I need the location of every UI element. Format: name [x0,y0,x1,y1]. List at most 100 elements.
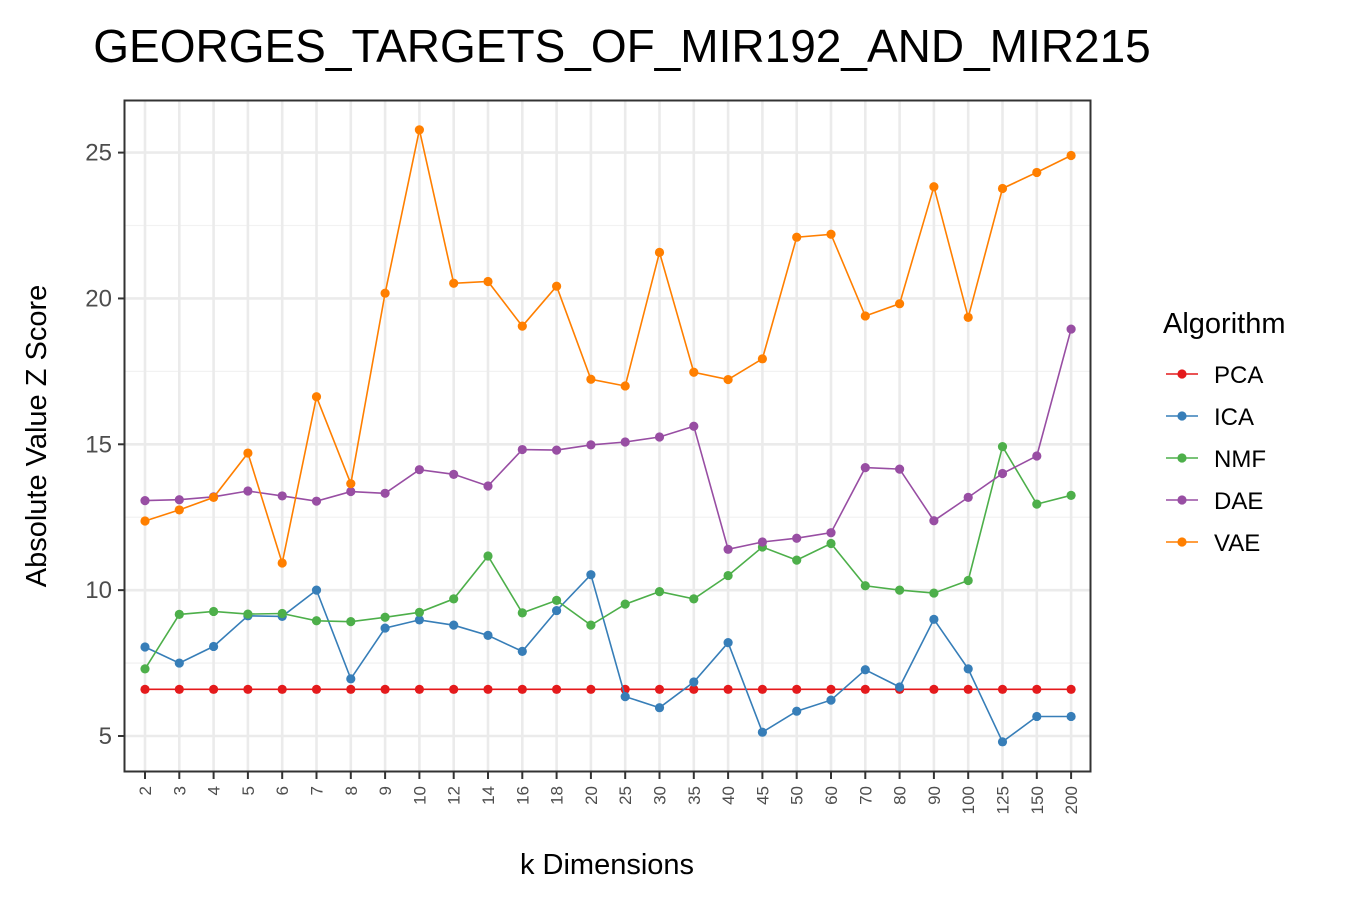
data-point [311,496,322,506]
x-tick-label: 50 [788,786,807,805]
legend-label: VAE [1214,530,1260,557]
data-point [757,684,768,694]
legend-key-point [1177,453,1187,463]
data-point [826,538,836,549]
data-point [723,684,733,694]
data-point [517,646,527,657]
data-point [552,595,562,605]
x-tick-label: 8 [342,786,361,795]
data-point [140,684,150,694]
data-point [449,278,459,288]
x-tick-label: 60 [822,786,841,805]
data-point [346,684,356,694]
y-tick-label: 25 [85,140,112,167]
data-point [449,620,459,630]
data-point [689,594,699,604]
data-point [723,570,733,581]
data-point [757,354,768,364]
series-vae [140,125,1076,568]
data-point [380,623,390,633]
data-point [140,495,150,506]
data-point [1066,324,1076,334]
data-point [243,684,253,694]
legend-item-vae: VAE [1166,530,1260,557]
data-point [277,608,287,619]
data-point [311,684,322,694]
data-point [620,381,630,391]
y-tick-label: 15 [85,431,112,458]
data-point [620,599,630,609]
x-tick-label: 100 [959,786,978,814]
data-point [895,299,905,309]
data-point [277,491,287,501]
data-point [895,585,905,595]
legend-label: PCA [1214,362,1263,389]
x-tick-label: 14 [479,786,498,805]
legend-title: Algorithm [1163,308,1286,340]
x-tick-label: 16 [513,786,532,805]
x-tick-label: 25 [616,786,635,805]
data-point [586,620,596,630]
data-point [654,247,665,257]
data-point [1032,711,1042,722]
data-point [826,684,836,694]
data-point [586,374,596,384]
data-point [243,486,253,496]
data-point [174,684,184,694]
x-tick-label: 70 [856,786,875,805]
y-tick-label: 10 [85,577,112,604]
data-point [483,630,493,640]
data-point [895,464,905,474]
data-point [963,312,973,323]
legend-key-point [1177,411,1187,421]
data-point [723,638,733,648]
data-point [414,607,424,617]
legend-label: NMF [1214,446,1266,473]
data-point [586,570,596,580]
data-point [792,533,802,543]
x-tick-label: 18 [548,786,567,805]
data-point [209,641,219,652]
data-point [174,495,184,505]
series-line [144,129,1072,567]
data-point [586,440,596,450]
data-point [963,664,973,674]
data-point [449,594,459,604]
data-point [174,609,184,619]
data-point [860,665,870,675]
x-tick-label: 6 [273,786,292,795]
data-point [1032,499,1042,509]
series-line [144,573,1072,744]
chart-title: GEORGES_TARGETS_OF_MIR192_AND_MIR215 [93,20,1150,72]
data-point [826,695,836,705]
data-point [860,311,870,321]
data-point [449,684,459,694]
legend-item-nmf: NMF [1166,446,1266,473]
data-point [689,367,699,377]
data-point [517,684,527,694]
data-point [860,463,870,473]
grid [125,101,1090,771]
data-point [1066,711,1076,722]
data-point [1032,167,1042,178]
data-point [346,486,356,497]
data-point [209,606,219,617]
series-lines [140,125,1076,747]
x-tick-label: 2 [136,786,155,795]
legend-key-point [1177,369,1187,379]
x-tick-label: 20 [582,786,601,805]
data-point [140,664,150,674]
data-point [346,617,356,627]
data-point [414,684,424,694]
data-point [414,615,424,625]
data-point [346,674,356,684]
data-point [552,684,562,694]
data-point [1066,150,1076,161]
x-tick-label: 12 [445,786,464,805]
x-tick-label: 3 [170,786,189,795]
legend-key-point [1177,495,1187,505]
data-point [997,684,1008,694]
legend-item-dae: DAE [1166,488,1263,515]
data-point [414,125,424,135]
data-point [1066,490,1076,500]
